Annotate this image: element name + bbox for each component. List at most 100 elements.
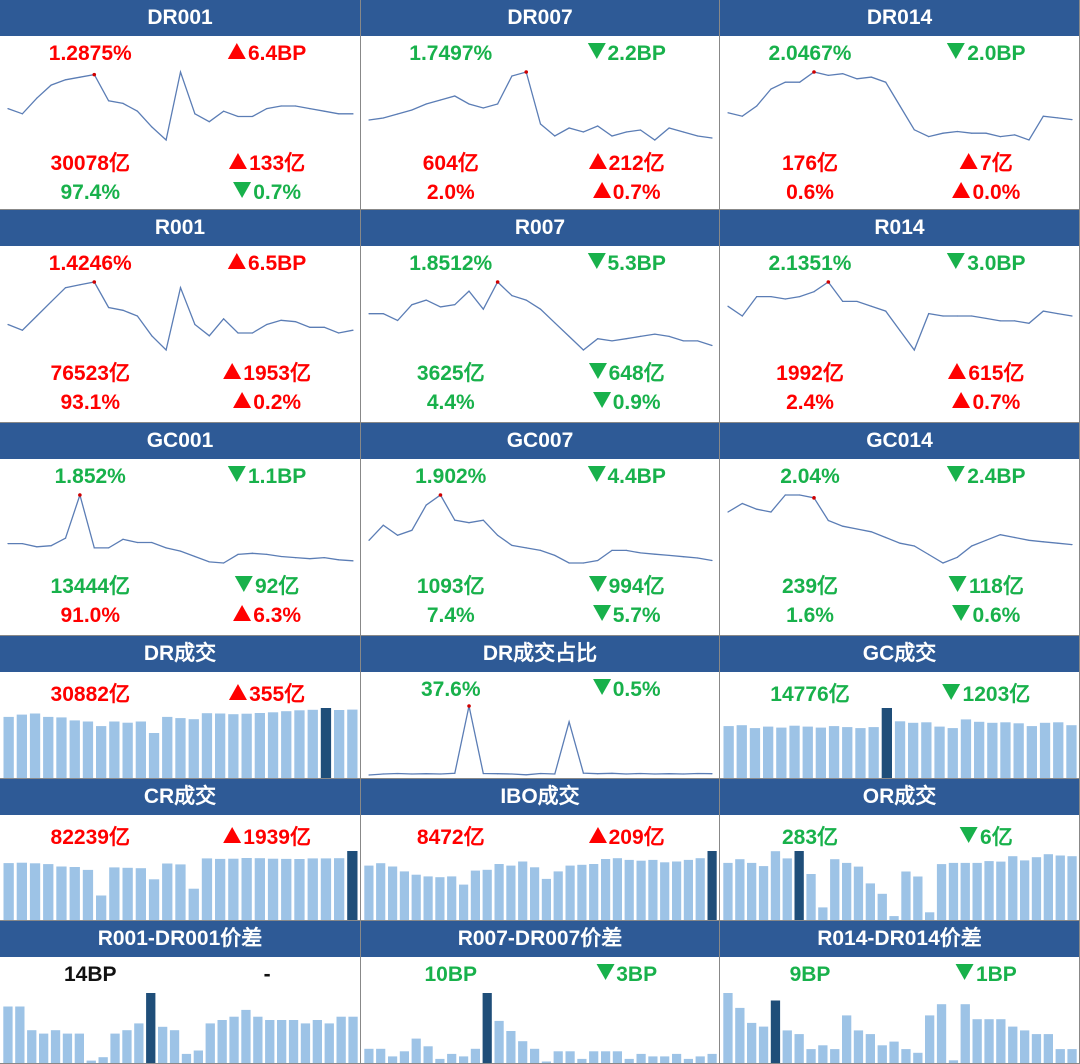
rate-change: 3.0BP [947, 252, 1026, 276]
change: 6亿 [960, 821, 1013, 851]
highlight-point [78, 493, 82, 497]
data-point [727, 112, 729, 114]
bar [122, 722, 133, 778]
bar [565, 1051, 575, 1063]
bar [254, 858, 265, 920]
data-point [827, 74, 829, 76]
bar [388, 866, 398, 920]
data-point [711, 344, 713, 347]
down-triangle-icon [227, 466, 246, 482]
bar [853, 866, 864, 920]
rate-change: 2.4BP [947, 465, 1026, 489]
bar [735, 859, 745, 920]
bar [435, 877, 445, 920]
data-point [21, 329, 23, 331]
metric-value: 1992亿 [776, 362, 844, 385]
bar [865, 1034, 875, 1063]
metric-value: 91.0% [60, 604, 121, 627]
data-point [568, 562, 570, 564]
bar [802, 726, 813, 778]
bar [470, 870, 480, 920]
volume-change: 1953亿 [223, 357, 311, 387]
bar [1008, 1026, 1018, 1063]
bar [612, 1051, 622, 1063]
bar [913, 876, 923, 920]
bar [925, 1015, 935, 1063]
data-point [727, 305, 729, 307]
panel-title: IBO成交 [361, 779, 719, 815]
metric-value: 8472亿 [416, 826, 485, 849]
bar [925, 912, 935, 920]
panel-cr成交: CR成交 82239亿 1939亿 [0, 779, 361, 921]
data-point [770, 88, 772, 90]
metric-value: 2.0BP [967, 42, 1026, 65]
metric-value: 76523亿 [50, 362, 130, 385]
bar [175, 718, 186, 778]
data-point [554, 554, 556, 557]
bar [1026, 726, 1037, 778]
panel-title: OR成交 [720, 779, 1079, 815]
bar [530, 867, 540, 920]
change: - [264, 963, 271, 987]
data-point [208, 121, 210, 123]
bar [908, 722, 919, 778]
series-line [368, 705, 713, 776]
data-point [625, 131, 627, 133]
data-point [1028, 322, 1030, 324]
bar [1008, 856, 1018, 920]
panel-r014-dr014价差: R014-DR014价差 9BP 1BP [720, 921, 1080, 1064]
data-point [396, 113, 399, 115]
bar [411, 1038, 421, 1063]
bar [347, 709, 358, 778]
bar [830, 1049, 840, 1063]
metric-value: 93.1% [60, 391, 121, 414]
bar [782, 1030, 792, 1063]
data-point [7, 108, 9, 110]
data-point [582, 562, 584, 564]
sparkline-chart [7, 492, 354, 564]
bar [74, 1033, 84, 1063]
bar [364, 865, 374, 920]
metric-value: 2.4% [786, 391, 834, 414]
volume-change: 7亿 [960, 147, 1013, 177]
bar [228, 714, 239, 778]
data-point [784, 81, 786, 83]
down-triangle-icon [948, 576, 967, 592]
down-triangle-icon [947, 466, 966, 482]
bar [1031, 1034, 1042, 1063]
bar [56, 866, 67, 920]
bar [1000, 722, 1011, 778]
data-point [425, 299, 427, 301]
data-point [251, 115, 253, 118]
data-point [50, 545, 52, 547]
metric-value: 0.0% [972, 181, 1021, 204]
bar [1020, 860, 1030, 920]
bar [228, 858, 239, 920]
rate-change: 6.4BP [227, 42, 306, 66]
bar [267, 712, 279, 778]
bar [1067, 856, 1077, 920]
bar [334, 858, 345, 920]
data-point [454, 519, 456, 521]
bar [336, 1016, 346, 1063]
metric-value: 1.852% [54, 465, 126, 488]
data-point [64, 287, 67, 289]
volume-change: 648亿 [588, 357, 665, 387]
data-point [194, 555, 196, 558]
bar [69, 867, 80, 920]
up-triangle-icon [223, 363, 242, 379]
share-value: 1.6% [786, 604, 834, 628]
bar [996, 1019, 1006, 1063]
bar [695, 1056, 705, 1063]
data-point [425, 103, 427, 105]
change: 1939亿 [223, 821, 311, 851]
data-point [309, 108, 311, 110]
bar-chart [364, 993, 717, 1063]
bar [307, 858, 318, 920]
bar [736, 725, 747, 778]
data-point [1057, 542, 1059, 544]
volume-value: 76523亿 [51, 357, 130, 387]
down-triangle-icon [587, 43, 606, 59]
metric-value: 1939亿 [243, 826, 311, 849]
